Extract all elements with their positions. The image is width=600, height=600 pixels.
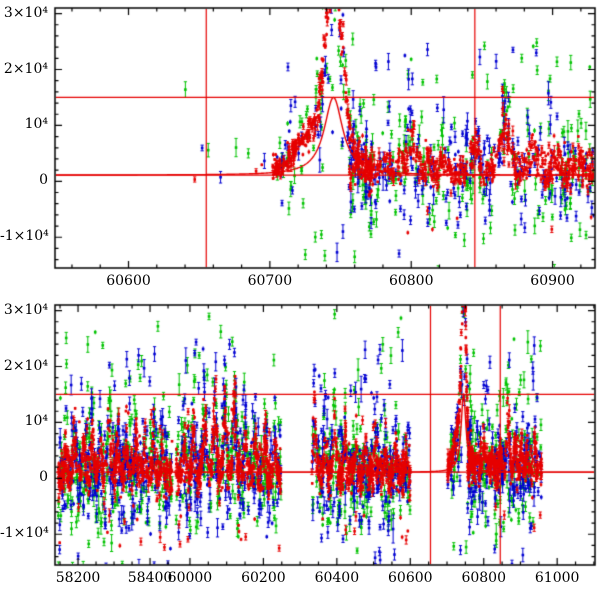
plots-canvas [0, 0, 600, 600]
light-curve-figure: 60600 60700 60800 60900 -1×10⁴ 0 10⁴ 2×10⁴ 3×10⁴… [0, 0, 600, 600]
